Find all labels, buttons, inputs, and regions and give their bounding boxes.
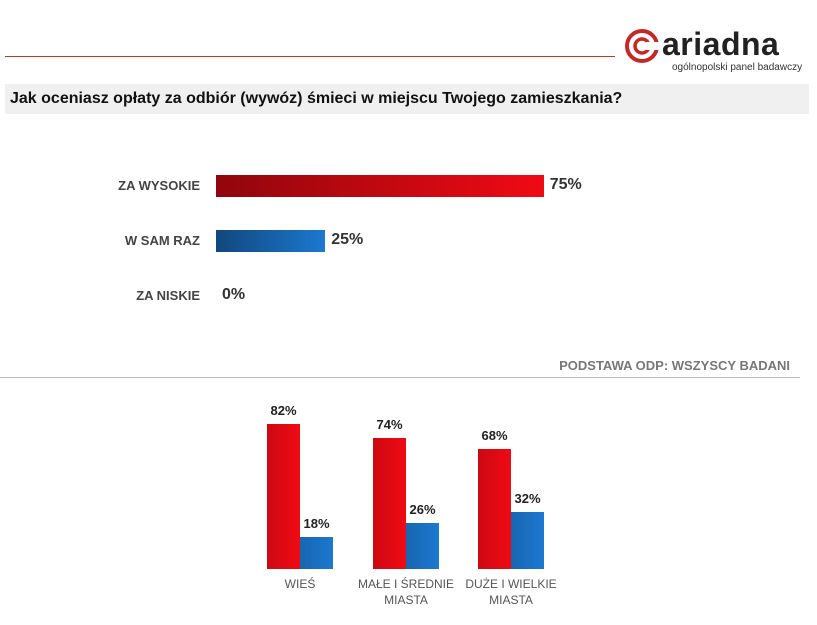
- category-label: W SAM RAZ: [124, 233, 200, 248]
- bar: [511, 512, 544, 569]
- logo-icon: [625, 29, 660, 63]
- bar: [267, 423, 300, 569]
- x-tick-label: WIEŚ: [284, 577, 316, 591]
- separator: [0, 377, 800, 378]
- title-band: [5, 84, 809, 114]
- header-rule: [5, 56, 615, 57]
- bar: [478, 448, 511, 569]
- logo-text: ariadna: [662, 26, 780, 62]
- category-label: ZA NISKIE: [136, 288, 200, 303]
- value-label: 25%: [331, 231, 364, 248]
- bar: [373, 438, 406, 569]
- x-tick-label: DUŻE I WIELKIE MIASTA: [465, 577, 557, 607]
- chart-title: Jak oceniasz opłaty za odbiór (wywóz) śm…: [10, 90, 623, 107]
- bar: [300, 537, 333, 569]
- value-label: 26%: [409, 501, 436, 517]
- category-label: ZA WYSOKIE: [118, 178, 200, 193]
- bar: [216, 230, 326, 252]
- value-label: 0%: [222, 286, 246, 303]
- bar: [406, 522, 439, 569]
- logo-tagline: ogólnopolski panel badawczy: [672, 62, 803, 73]
- value-label: 68%: [481, 427, 508, 443]
- value-label: 18%: [303, 516, 330, 532]
- value-label: 75%: [549, 176, 582, 193]
- bar: [216, 175, 544, 197]
- note: PODSTAWA ODP: WSZYSCY BADANI: [559, 358, 790, 373]
- value-label: 82%: [270, 402, 297, 418]
- value-label: 74%: [376, 417, 403, 433]
- x-tick-label: MAŁE I ŚREDNIE MIASTA: [357, 577, 455, 607]
- value-label: 32%: [514, 491, 541, 507]
